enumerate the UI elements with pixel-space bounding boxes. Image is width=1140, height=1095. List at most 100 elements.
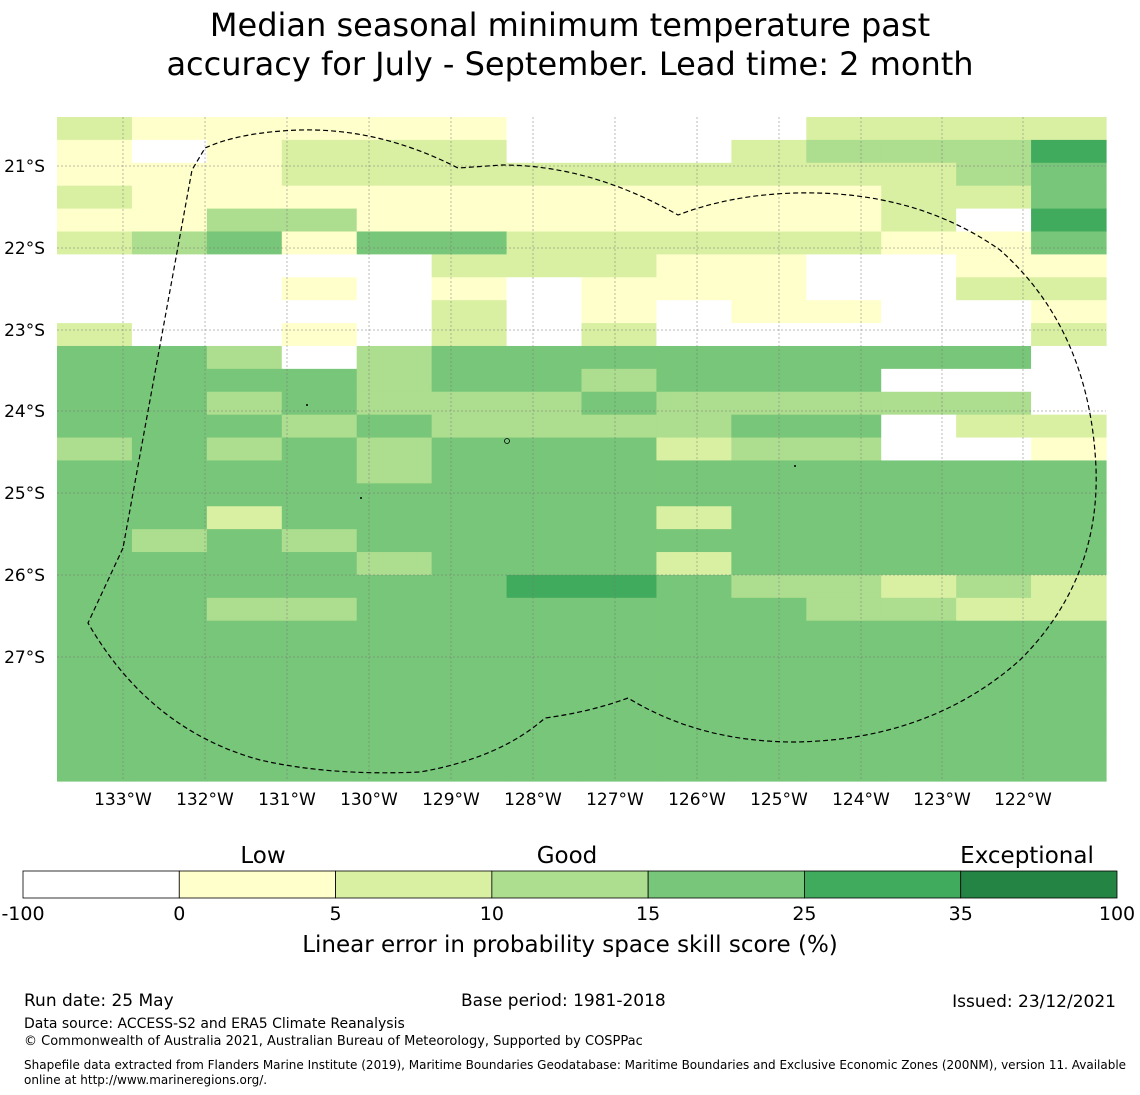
grid-cell bbox=[131, 597, 208, 622]
grid-cell bbox=[806, 643, 882, 668]
grid-cell bbox=[506, 460, 583, 484]
grid-cell bbox=[656, 391, 732, 416]
grid-cell bbox=[281, 414, 358, 439]
grid-cell bbox=[731, 208, 807, 233]
grid-cell bbox=[581, 391, 658, 416]
grid-cell bbox=[806, 552, 882, 576]
grid-cell bbox=[506, 689, 583, 713]
grid-cell bbox=[806, 117, 882, 141]
grid-cell bbox=[431, 574, 508, 599]
grid-cell bbox=[431, 300, 508, 324]
grid-cell bbox=[281, 483, 358, 507]
grid-cell bbox=[656, 529, 732, 553]
grid-cell bbox=[731, 666, 807, 691]
colorbar-tick-label: 100 bbox=[1099, 903, 1135, 925]
longitude-label: 125°W bbox=[750, 790, 808, 810]
grid-cell bbox=[206, 506, 283, 530]
grid-cell bbox=[281, 689, 358, 713]
grid-cell bbox=[431, 391, 508, 416]
grid-cell bbox=[431, 277, 508, 301]
grid-cell bbox=[281, 391, 358, 416]
grid-cell bbox=[806, 666, 882, 691]
grid-cell bbox=[506, 437, 583, 462]
grid-cell bbox=[431, 689, 508, 713]
grid-cell bbox=[581, 552, 658, 576]
grid-cell bbox=[656, 368, 732, 393]
grid-cell bbox=[1031, 689, 1107, 713]
colorbar-segment bbox=[647, 870, 805, 899]
grid-cell bbox=[131, 208, 208, 233]
grid-cell bbox=[131, 735, 208, 759]
grid-cell bbox=[581, 368, 658, 393]
grid-cell bbox=[356, 758, 433, 782]
grid-cell bbox=[356, 597, 433, 622]
grid-cell bbox=[57, 643, 133, 668]
grid-cell bbox=[656, 666, 732, 691]
colorbar-tick-label: 10 bbox=[480, 903, 504, 925]
grid-cell bbox=[281, 437, 358, 462]
grid-cell bbox=[656, 574, 732, 599]
grid-cell bbox=[506, 552, 583, 576]
grid-cell bbox=[506, 620, 583, 645]
grid-cell bbox=[206, 231, 283, 255]
grid-cell bbox=[57, 345, 133, 370]
grid-cell bbox=[731, 460, 807, 484]
grid-cell bbox=[506, 597, 583, 622]
grid-cell bbox=[356, 231, 433, 255]
grid-cell bbox=[881, 758, 957, 782]
grid-cell bbox=[57, 139, 133, 164]
grid-cell bbox=[731, 574, 807, 599]
grid-cell bbox=[57, 368, 133, 393]
grid-cell bbox=[206, 574, 283, 599]
grid-cell bbox=[356, 162, 433, 187]
grid-cell bbox=[806, 437, 882, 462]
grid-cell bbox=[581, 277, 658, 301]
grid-cell bbox=[656, 254, 732, 278]
grid-cell bbox=[206, 643, 283, 668]
longitude-label: 130°W bbox=[340, 790, 398, 810]
grid-cell bbox=[431, 666, 508, 691]
grid-cell bbox=[1031, 368, 1107, 393]
grid-cell bbox=[881, 620, 957, 645]
grid-cell bbox=[206, 185, 283, 210]
grid-cell bbox=[281, 117, 358, 141]
grid-cell bbox=[731, 414, 807, 439]
grid-cell bbox=[806, 712, 882, 736]
grid-cell bbox=[731, 506, 807, 530]
grid-cell bbox=[281, 597, 358, 622]
grid-cell bbox=[1031, 185, 1107, 210]
grid-cell bbox=[806, 254, 882, 278]
grid-cell bbox=[1031, 208, 1107, 233]
grid-cell bbox=[731, 391, 807, 416]
grid-cell bbox=[206, 460, 283, 484]
grid-cell bbox=[881, 552, 957, 576]
grid-cell bbox=[57, 460, 133, 484]
longitude-labels: 133°W 132°W 131°W 130°W 129°W 128°W 127°W 126°W… bbox=[94, 790, 1052, 810]
base-period: Base period: 1981-2018 bbox=[461, 991, 666, 1011]
grid-cell bbox=[131, 643, 208, 668]
grid-cell bbox=[281, 277, 358, 301]
grid-cell bbox=[281, 300, 358, 324]
grid-cell bbox=[956, 735, 1032, 759]
grid-cell bbox=[806, 323, 882, 347]
grid-cell bbox=[131, 552, 208, 576]
grid-cell bbox=[57, 483, 133, 507]
grid-cell bbox=[731, 529, 807, 553]
grid-cell bbox=[956, 185, 1032, 210]
grid-cell bbox=[656, 506, 732, 530]
grid-cell bbox=[1031, 712, 1107, 736]
grid-cell bbox=[881, 231, 957, 255]
grid-cell bbox=[506, 139, 583, 164]
colorbar-segment bbox=[335, 870, 493, 899]
grid-cell bbox=[506, 300, 583, 324]
grid-cell bbox=[731, 162, 807, 187]
grid-cell bbox=[206, 208, 283, 233]
grid-cell bbox=[806, 277, 882, 301]
grid-cell bbox=[731, 758, 807, 782]
island-marker bbox=[360, 497, 362, 499]
grid-cell bbox=[956, 323, 1032, 347]
grid-cell bbox=[731, 552, 807, 576]
latitude-label: 21°S bbox=[4, 157, 45, 177]
grid-cell bbox=[656, 208, 732, 233]
grid-cell bbox=[881, 414, 957, 439]
